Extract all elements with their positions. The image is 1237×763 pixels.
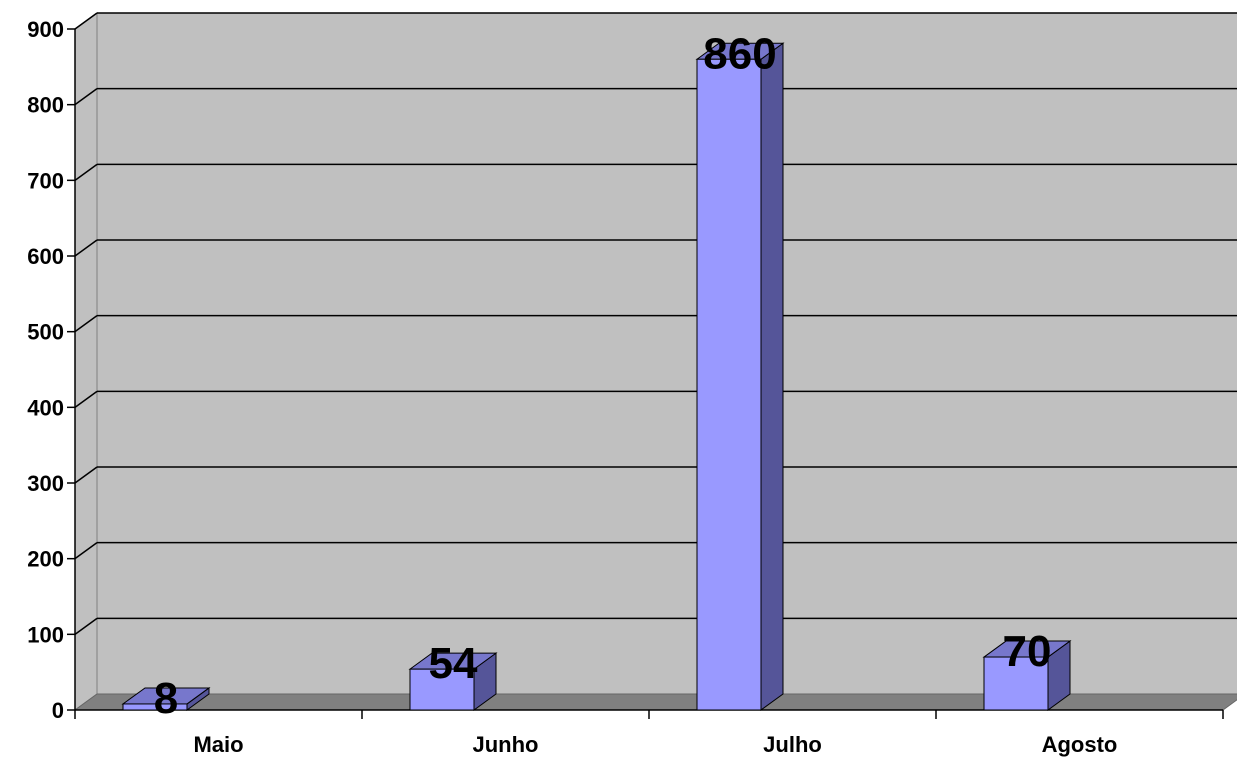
plot-back-wall [74, 12, 1237, 711]
bar-front [409, 668, 475, 711]
y-tick-label: 700 [27, 168, 64, 193]
y-tick-label: 0 [52, 698, 64, 723]
y-tick-label: 200 [27, 547, 64, 572]
back-wall [96, 12, 1237, 695]
y-tick-label: 300 [27, 471, 64, 496]
gridline-diagonal [74, 88, 98, 106]
gridlines [74, 12, 1237, 635]
y-tick-label: 500 [27, 320, 64, 345]
gridline-diagonal [74, 163, 98, 181]
gridline-diagonal [74, 466, 98, 484]
y-tick-label: 800 [27, 93, 64, 118]
x-tick-label: Maio [193, 732, 243, 757]
bar [982, 640, 1072, 711]
bar [408, 652, 498, 711]
bar-side [760, 42, 784, 711]
bar-front [122, 703, 188, 711]
gridline-diagonal [74, 239, 98, 257]
data-label: 860 [703, 29, 776, 78]
data-label: 54 [429, 639, 478, 688]
data-label: 70 [1003, 627, 1052, 676]
bar-front [983, 656, 1049, 711]
y-tick-label: 100 [27, 622, 64, 647]
y-tick-label: 400 [27, 395, 64, 420]
tick-labels: 0 100 200 300 400 500 600 700 800 900 Maio Junho Jul… [27, 17, 1117, 757]
gridline-diagonal [74, 315, 98, 333]
bar-front [696, 58, 762, 711]
gridline-diagonal [74, 542, 98, 560]
x-tick-label: Junho [473, 732, 539, 757]
data-label: 8 [154, 674, 178, 723]
x-tick-label: Agosto [1042, 732, 1118, 757]
y-tick-label: 600 [27, 244, 64, 269]
x-tick-label: Julho [763, 732, 822, 757]
side-wall [74, 12, 98, 711]
bars [121, 42, 1072, 711]
gridline-diagonal [74, 617, 98, 635]
y-tick-label: 900 [27, 17, 64, 42]
bar [121, 686, 211, 711]
gridline-diagonal [74, 390, 98, 408]
gridline-diagonal [74, 12, 98, 30]
data-labels: 8 54 860 70 [154, 29, 1052, 723]
bar [695, 42, 785, 711]
